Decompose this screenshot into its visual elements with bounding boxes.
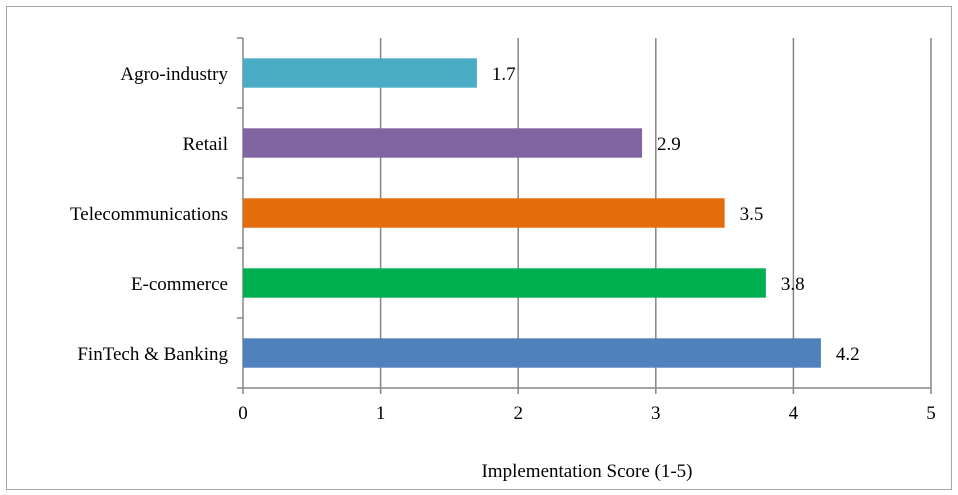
- bar-0: [243, 338, 821, 368]
- data-label-0: 4.2: [836, 344, 860, 365]
- y-category-label-2: Telecommunications: [70, 204, 228, 225]
- data-label-1: 3.8: [781, 274, 805, 295]
- x-axis-title: Implementation Score (1-5): [481, 461, 692, 482]
- labels: 0 1 2 3 4 5 FinTech & Banking 4.2 E-commerce 3.8 T…: [70, 64, 936, 424]
- x-tick-label-5: 5: [926, 403, 936, 424]
- bar-3: [243, 128, 643, 158]
- bars: [243, 58, 821, 368]
- bar-4: [243, 58, 477, 88]
- bar-2: [243, 198, 725, 228]
- chart-frame: 0 1 2 3 4 5 FinTech & Banking 4.2 E-commerce 3.8 T…: [6, 6, 952, 490]
- x-tick-label-0: 0: [238, 403, 248, 424]
- data-label-3: 2.9: [657, 134, 681, 155]
- x-tick-label-4: 4: [789, 403, 799, 424]
- data-label-2: 3.5: [740, 204, 764, 225]
- bar-1: [243, 268, 766, 298]
- y-category-label-3: Retail: [183, 134, 228, 155]
- bar-chart: 0 1 2 3 4 5 FinTech & Banking 4.2 E-commerce 3.8 T…: [70, 37, 936, 482]
- y-category-label-0: FinTech & Banking: [77, 344, 228, 365]
- y-category-label-1: E-commerce: [131, 274, 228, 295]
- x-tick-label-2: 2: [513, 403, 523, 424]
- data-label-4: 1.7: [492, 64, 516, 85]
- x-tick-label-3: 3: [651, 403, 661, 424]
- x-tick-label-1: 1: [376, 403, 386, 424]
- y-category-label-4: Agro-industry: [120, 64, 228, 85]
